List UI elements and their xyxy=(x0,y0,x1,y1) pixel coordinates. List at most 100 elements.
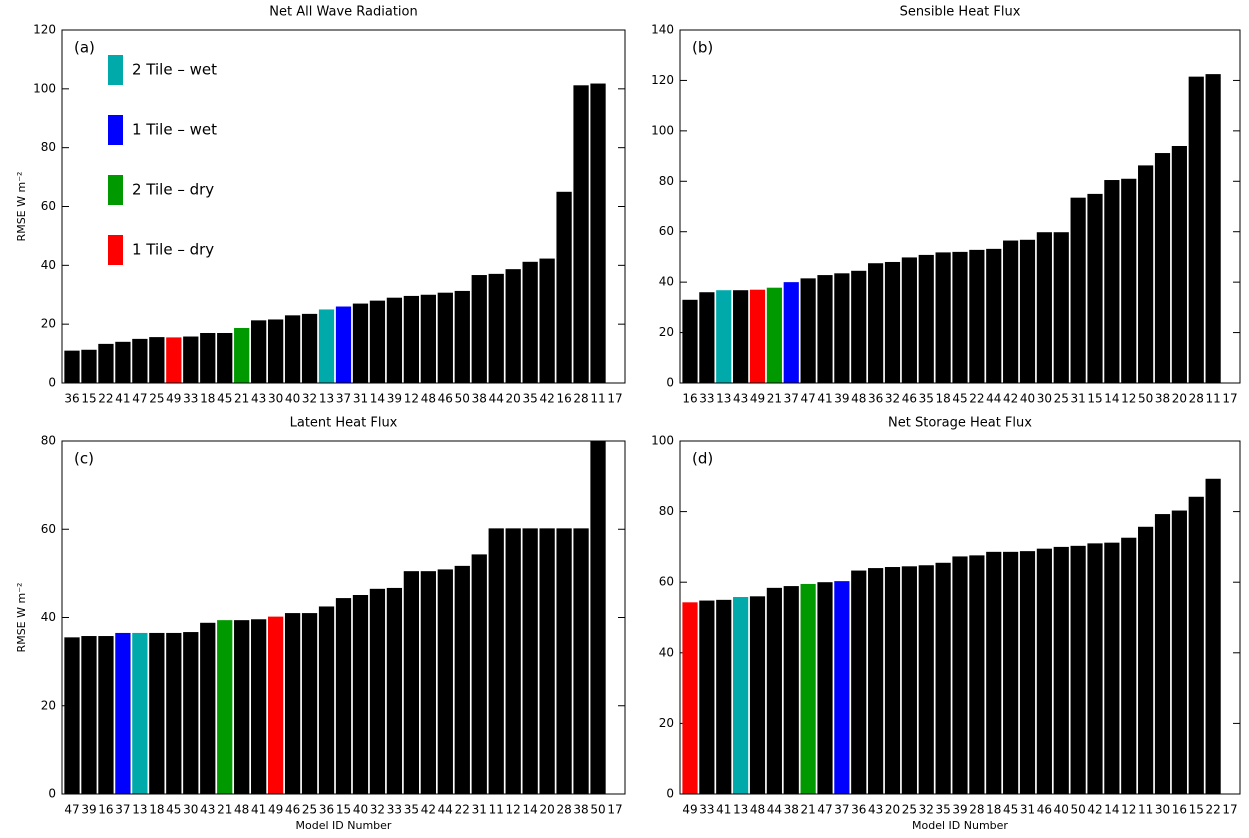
y-tick-label: 100 xyxy=(651,434,674,448)
bar xyxy=(335,306,352,383)
bar xyxy=(522,261,538,383)
bar xyxy=(766,287,782,383)
x-tick-label: 18 xyxy=(200,392,215,406)
x-tick-label: 16 xyxy=(556,392,571,406)
x-tick-label: 15 xyxy=(336,803,351,817)
x-tick-label: 48 xyxy=(750,803,765,817)
bar xyxy=(115,632,131,794)
x-tick-label: 46 xyxy=(1037,803,1052,817)
panel-label: (d) xyxy=(692,450,713,468)
bar xyxy=(200,622,216,794)
x-tick-label: 18 xyxy=(986,803,1001,817)
bar xyxy=(1003,240,1019,383)
x-tick-label: 36 xyxy=(851,803,866,817)
x-tick-label: 40 xyxy=(1020,392,1035,406)
x-tick-label: 17 xyxy=(1222,392,1237,406)
bar xyxy=(682,602,698,794)
x-tick-label: 31 xyxy=(1070,392,1085,406)
x-tick-label: 17 xyxy=(1222,803,1237,817)
bar xyxy=(115,341,131,383)
x-tick-label: 44 xyxy=(489,392,504,406)
bar xyxy=(1087,193,1103,383)
bar xyxy=(1205,478,1221,794)
bar xyxy=(800,583,816,794)
y-tick-label: 60 xyxy=(41,522,56,536)
x-tick-label: 21 xyxy=(217,803,232,817)
bar xyxy=(132,338,148,383)
x-tick-label: 39 xyxy=(81,803,96,817)
y-tick-label: 80 xyxy=(659,504,674,518)
x-tick-label: 14 xyxy=(1104,803,1119,817)
x-tick-label: 38 xyxy=(1155,392,1170,406)
x-tick-label: 38 xyxy=(472,392,487,406)
x-tick-label: 22 xyxy=(98,392,113,406)
bar xyxy=(251,619,267,794)
x-tick-label: 47 xyxy=(64,803,79,817)
x-tick-label: 21 xyxy=(800,803,815,817)
plot-frame xyxy=(679,29,1241,384)
bar xyxy=(590,83,606,383)
bar xyxy=(817,582,833,794)
x-tick-label: 43 xyxy=(200,803,215,817)
bar xyxy=(386,587,403,794)
x-tick-label: 12 xyxy=(404,392,419,406)
x-tick-label: 50 xyxy=(455,392,470,406)
legend-label: 2 Tile – dry xyxy=(132,181,214,199)
x-tick-label: 30 xyxy=(1155,803,1170,817)
bar xyxy=(716,290,732,383)
bar xyxy=(420,294,436,383)
x-tick-label: 35 xyxy=(523,392,538,406)
x-tick-label: 45 xyxy=(952,392,967,406)
x-tick-label: 45 xyxy=(217,392,232,406)
y-tick-label: 20 xyxy=(41,698,56,712)
bar xyxy=(98,343,114,383)
bar xyxy=(986,248,1002,383)
y-tick-label: 40 xyxy=(41,258,56,272)
x-tick-label: 37 xyxy=(336,392,351,406)
bar xyxy=(301,613,318,794)
chart-title: Latent Heat Flux xyxy=(290,416,398,431)
legend-swatch xyxy=(108,175,123,205)
x-tick-label: 50 xyxy=(1138,392,1153,406)
panel-label: (a) xyxy=(74,39,95,57)
y-tick-label: 0 xyxy=(48,787,56,801)
x-tick-label: 36 xyxy=(319,803,334,817)
y-tick-label: 60 xyxy=(41,199,56,213)
x-tick-label: 28 xyxy=(969,803,984,817)
bar xyxy=(1154,153,1171,383)
bar xyxy=(471,554,487,794)
x-tick-label: 15 xyxy=(1189,803,1204,817)
chart-title: Sensible Heat Flux xyxy=(900,5,1021,20)
bar xyxy=(1036,232,1052,383)
bar xyxy=(539,528,555,794)
bar xyxy=(284,613,301,794)
x-tick-label: 49 xyxy=(268,803,283,817)
bar xyxy=(884,567,901,794)
x-tick-label: 22 xyxy=(455,803,470,817)
x-tick-label: 49 xyxy=(682,803,697,817)
bar xyxy=(1019,239,1036,383)
x-tick-label: 22 xyxy=(1205,803,1220,817)
bar xyxy=(733,290,749,383)
y-tick-label: 20 xyxy=(41,317,56,331)
bar xyxy=(420,571,436,794)
x-tick-label: 21 xyxy=(767,392,782,406)
bar xyxy=(488,528,504,794)
x-tick-label: 48 xyxy=(234,803,249,817)
x-tick-label: 44 xyxy=(438,803,453,817)
bar xyxy=(868,263,884,383)
x-tick-label: 30 xyxy=(268,392,283,406)
x-tick-label: 30 xyxy=(1037,392,1052,406)
x-tick-label: 33 xyxy=(699,392,714,406)
bar xyxy=(935,252,951,383)
x-tick-label: 40 xyxy=(1054,803,1069,817)
x-tick-label: 32 xyxy=(885,392,900,406)
bar xyxy=(590,441,606,794)
x-tick-label: 31 xyxy=(353,392,368,406)
bar xyxy=(868,568,884,794)
bar xyxy=(986,551,1002,794)
y-tick-label: 20 xyxy=(659,325,674,339)
y-tick-label: 40 xyxy=(659,275,674,289)
bar xyxy=(217,620,233,794)
bar xyxy=(505,269,521,383)
